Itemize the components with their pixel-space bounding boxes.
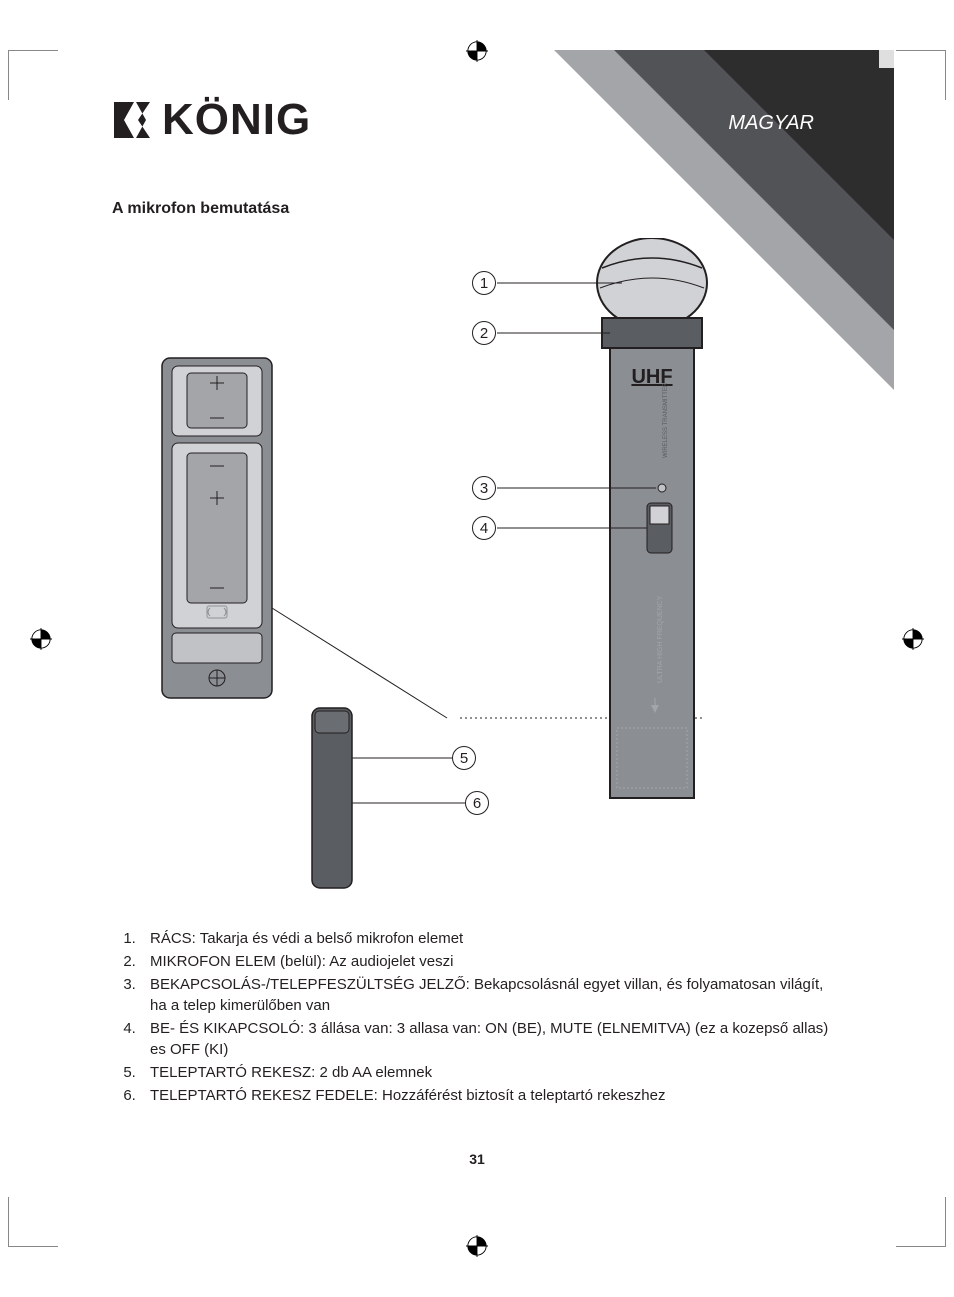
brand-name: KÖNIG: [162, 95, 311, 145]
crop-mark: [8, 50, 58, 100]
callout-6: 6: [465, 791, 489, 815]
callout-5: 5: [452, 746, 476, 770]
crop-mark: [896, 50, 946, 100]
language-label: MAGYAR: [728, 112, 814, 135]
callout-1: 1: [472, 271, 496, 295]
logo-icon: [112, 100, 152, 140]
list-item: TELEPTARTÓ REKESZ: 2 db AA elemnek: [140, 1062, 842, 1083]
registration-mark-icon: [466, 1235, 488, 1257]
registration-mark-icon: [30, 628, 52, 650]
crop-mark: [8, 1197, 58, 1247]
list-item: TELEPTARTÓ REKESZ FEDELE: Hozzáférést bi…: [140, 1085, 842, 1106]
list-item: BE- ÉS KIKAPCSOLÓ: 3 állása van: 3 allas…: [140, 1018, 842, 1060]
svg-text:WIRELESS TRANSMITTER: WIRELESS TRANSMITTER: [663, 382, 669, 458]
microphone-diagram: UHF WIRELESS TRANSMITTER ULTRA HIGH FREQ…: [132, 238, 732, 918]
list-item: RÁCS: Takarja és védi a belső mikrofon e…: [140, 928, 842, 949]
list-item: BEKAPCSOLÁS-/TELEPFESZÜLTSÉG JELZŐ: Beka…: [140, 974, 842, 1016]
svg-text:ULTRA HIGH FREQUENCY: ULTRA HIGH FREQUENCY: [657, 595, 664, 683]
registration-mark-icon: [902, 628, 924, 650]
callout-2: 2: [472, 321, 496, 345]
callout-4: 4: [472, 516, 496, 540]
parts-list: RÁCS: Takarja és védi a belső mikrofon e…: [112, 928, 842, 1106]
page-number: 31: [0, 1151, 954, 1167]
crop-mark: [896, 1197, 946, 1247]
callout-3: 3: [472, 476, 496, 500]
list-item: MIKROFON ELEM (belül): Az audiojelet ves…: [140, 951, 842, 972]
section-title: A mikrofon bemutatása: [112, 200, 842, 218]
registration-mark-icon: [466, 40, 488, 62]
